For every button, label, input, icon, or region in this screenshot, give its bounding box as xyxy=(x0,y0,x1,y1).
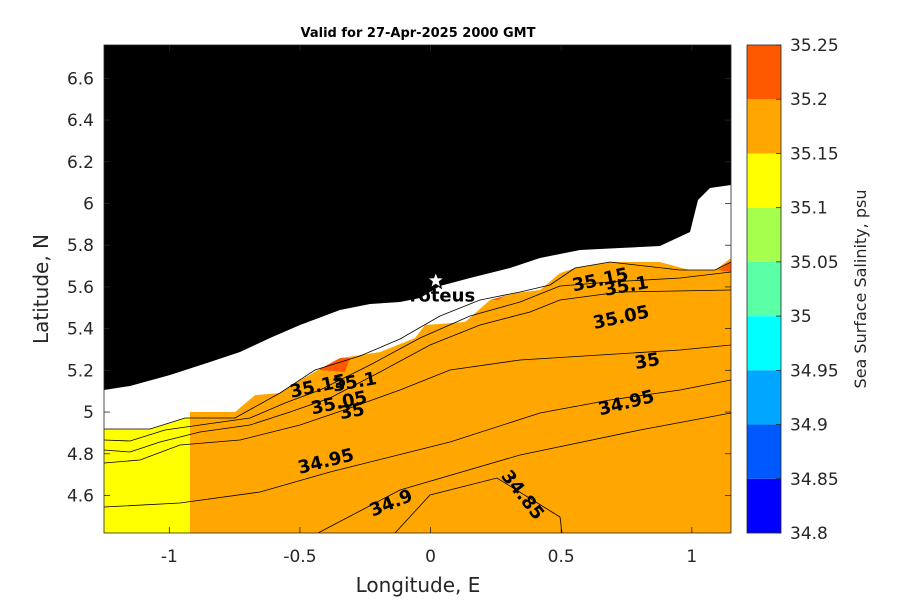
contour-line xyxy=(394,477,563,533)
y-tick-label: 5.2 xyxy=(67,361,94,381)
y-tick-label: 6.4 xyxy=(67,111,94,131)
x-tick-label: 0 xyxy=(425,547,436,567)
y-tick-label: 5.4 xyxy=(67,320,94,340)
colorbar-frame xyxy=(746,44,782,534)
annotations: Proteus xyxy=(396,269,475,307)
colorbar-tick-label: 34.95 xyxy=(790,361,839,381)
chart-title: Valid for 27-Apr-2025 2000 GMT xyxy=(301,26,536,41)
colorbar-segment xyxy=(747,45,781,100)
y-tick-label: 4.8 xyxy=(67,445,94,465)
contour-line xyxy=(104,379,731,508)
colorbar-tick-label: 35.1 xyxy=(790,199,828,219)
band-35.15-35.20 xyxy=(190,258,731,533)
plot-frame xyxy=(103,44,732,534)
star-marker xyxy=(425,269,447,290)
colorbar-tick-label: 35 xyxy=(790,307,812,327)
y-tick-label: 6 xyxy=(83,194,94,214)
colorbar-segment xyxy=(747,478,781,533)
x-axis: -1 -0.5 0 0.5 1 xyxy=(161,45,697,567)
y-tick-label: 4.6 xyxy=(67,486,94,506)
contour-line xyxy=(104,289,731,453)
y-tick-label: 6.2 xyxy=(67,153,94,173)
y-tick-label: 5 xyxy=(83,403,94,423)
contour-line xyxy=(104,344,731,464)
y-tick-label: 6.6 xyxy=(67,69,94,89)
colorbar-segment xyxy=(747,424,781,479)
y-axis: 4.6 4.8 5 5.2 5.4 5.6 5.8 6 6.2 6.4 6.6 xyxy=(67,69,731,506)
colorbar-tick-label: 35.2 xyxy=(790,90,828,110)
colorbar: 34.8 34.85 34.9 34.95 35 35.05 35.1 35.15 35.2 35… xyxy=(746,36,839,544)
land-mass xyxy=(104,45,731,390)
colorbar-segment xyxy=(747,99,781,154)
colorbar-segment xyxy=(747,261,781,317)
colorbar-tick-label: 35.15 xyxy=(790,144,839,164)
band-35.20-35.25 xyxy=(718,262,731,272)
contour-line xyxy=(104,271,731,442)
nodata-area xyxy=(104,185,731,429)
contour-line xyxy=(104,261,731,430)
colorbar-tick-label: 34.8 xyxy=(790,524,828,544)
colorbar-segment xyxy=(747,370,781,425)
x-tick-label: -1 xyxy=(161,547,178,567)
contour-label: 35 xyxy=(633,349,661,374)
contour-line xyxy=(317,412,731,533)
y-tick-label: 5.6 xyxy=(67,278,94,298)
y-axis-label: Latitude, N xyxy=(29,234,53,344)
colorbar-segment xyxy=(747,153,781,208)
colorbar-tick-label: 34.9 xyxy=(790,416,828,436)
contour-label: 35 xyxy=(338,399,366,424)
colorbar-tick-label: 34.85 xyxy=(790,470,839,490)
annotation-label: Proteus xyxy=(396,286,475,307)
colorbar-segment xyxy=(747,316,781,371)
x-tick-label: 1 xyxy=(686,547,697,567)
x-axis-label: Longitude, E xyxy=(356,573,481,597)
plot-area xyxy=(104,45,731,533)
x-tick-label: -0.5 xyxy=(283,547,316,567)
colorbar-tick-label: 35.25 xyxy=(790,36,839,56)
colorbar-label: Sea Surface Salinity, psu xyxy=(851,190,870,389)
x-tick-label: 0.5 xyxy=(548,547,575,567)
y-tick-label: 5.8 xyxy=(67,236,94,256)
colorbar-segment xyxy=(747,207,781,262)
colorbar-tick-label: 35.05 xyxy=(790,253,839,273)
